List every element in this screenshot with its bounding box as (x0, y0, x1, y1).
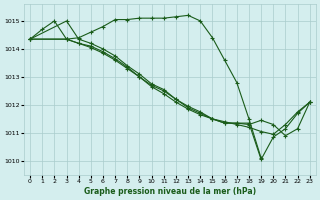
X-axis label: Graphe pression niveau de la mer (hPa): Graphe pression niveau de la mer (hPa) (84, 187, 256, 196)
